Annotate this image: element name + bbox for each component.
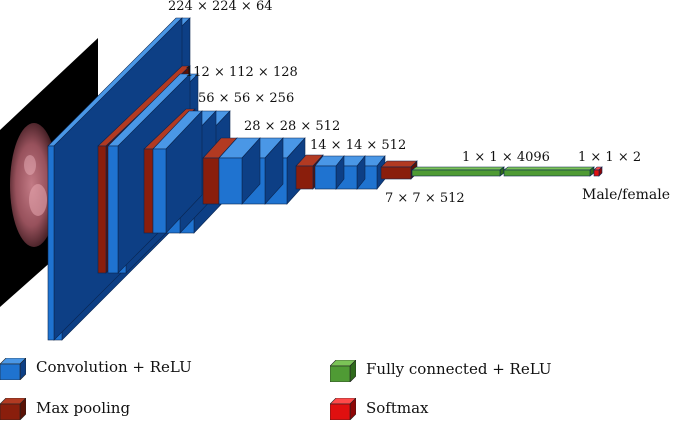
legend-fc-swatch [330,360,356,382]
fc2-block [503,166,595,177]
legend-softmax-swatch [330,398,356,420]
conv5-block-a [314,155,345,190]
legend-pool-swatch [0,398,26,420]
fc1-block [411,166,505,177]
label-conv1: 224 × 224 × 64 [168,0,272,14]
legend-fc-label: Fully connected + ReLU [366,360,552,378]
label-output: 1 × 1 × 2 [578,150,641,165]
legend-softmax-label: Softmax [366,399,429,417]
conv3-block-a [152,110,203,234]
conv4-block-a [218,137,261,205]
softmax-block [593,166,603,177]
legend-conv-label: Convolution + ReLU [36,358,192,376]
label-conv4: 28 × 28 × 512 [244,119,340,134]
label-conv5: 14 × 14 × 512 [310,138,406,153]
legend-conv-swatch [0,358,26,380]
label-class: Male/female [582,187,670,203]
label-pool5: 7 × 7 × 512 [385,191,465,206]
legend-pool-label: Max pooling [36,399,131,417]
label-fc: 1 × 1 × 4096 [462,150,550,165]
label-conv2: 112 × 112 × 128 [185,65,298,80]
label-conv3: 56 × 56 × 256 [198,91,294,106]
